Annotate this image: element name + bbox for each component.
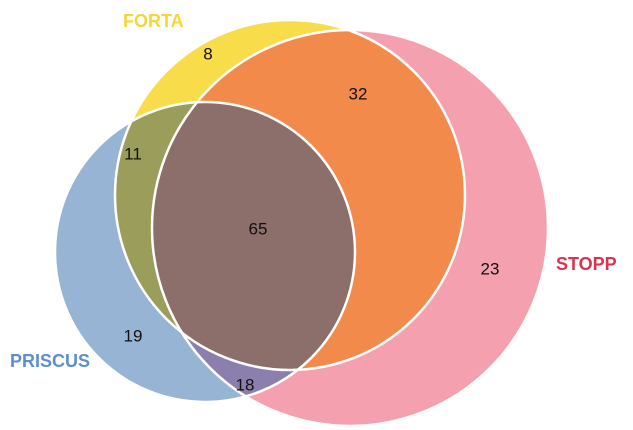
overlap-region	[152, 102, 355, 370]
region-value: 8	[203, 44, 212, 63]
set-label: FORTA	[123, 11, 184, 31]
set-outline	[53, 100, 357, 404]
triple-inner	[152, 102, 355, 370]
region-value: 18	[236, 375, 255, 394]
venn-shapes	[53, 18, 550, 428]
venn-labels: FORTA STOPP PRISCUS 8 32 11 65 23 19 18	[10, 11, 617, 395]
triple-group	[152, 102, 355, 370]
region-value: 19	[124, 326, 143, 345]
region-value: 65	[249, 219, 268, 238]
set-outline	[150, 28, 550, 428]
set-label: STOPP	[556, 254, 617, 274]
set-outline	[113, 18, 467, 372]
region-value: 23	[481, 259, 500, 278]
region-value: 11	[124, 144, 142, 163]
set-label: PRISCUS	[10, 351, 90, 371]
region-value: 32	[349, 84, 368, 103]
